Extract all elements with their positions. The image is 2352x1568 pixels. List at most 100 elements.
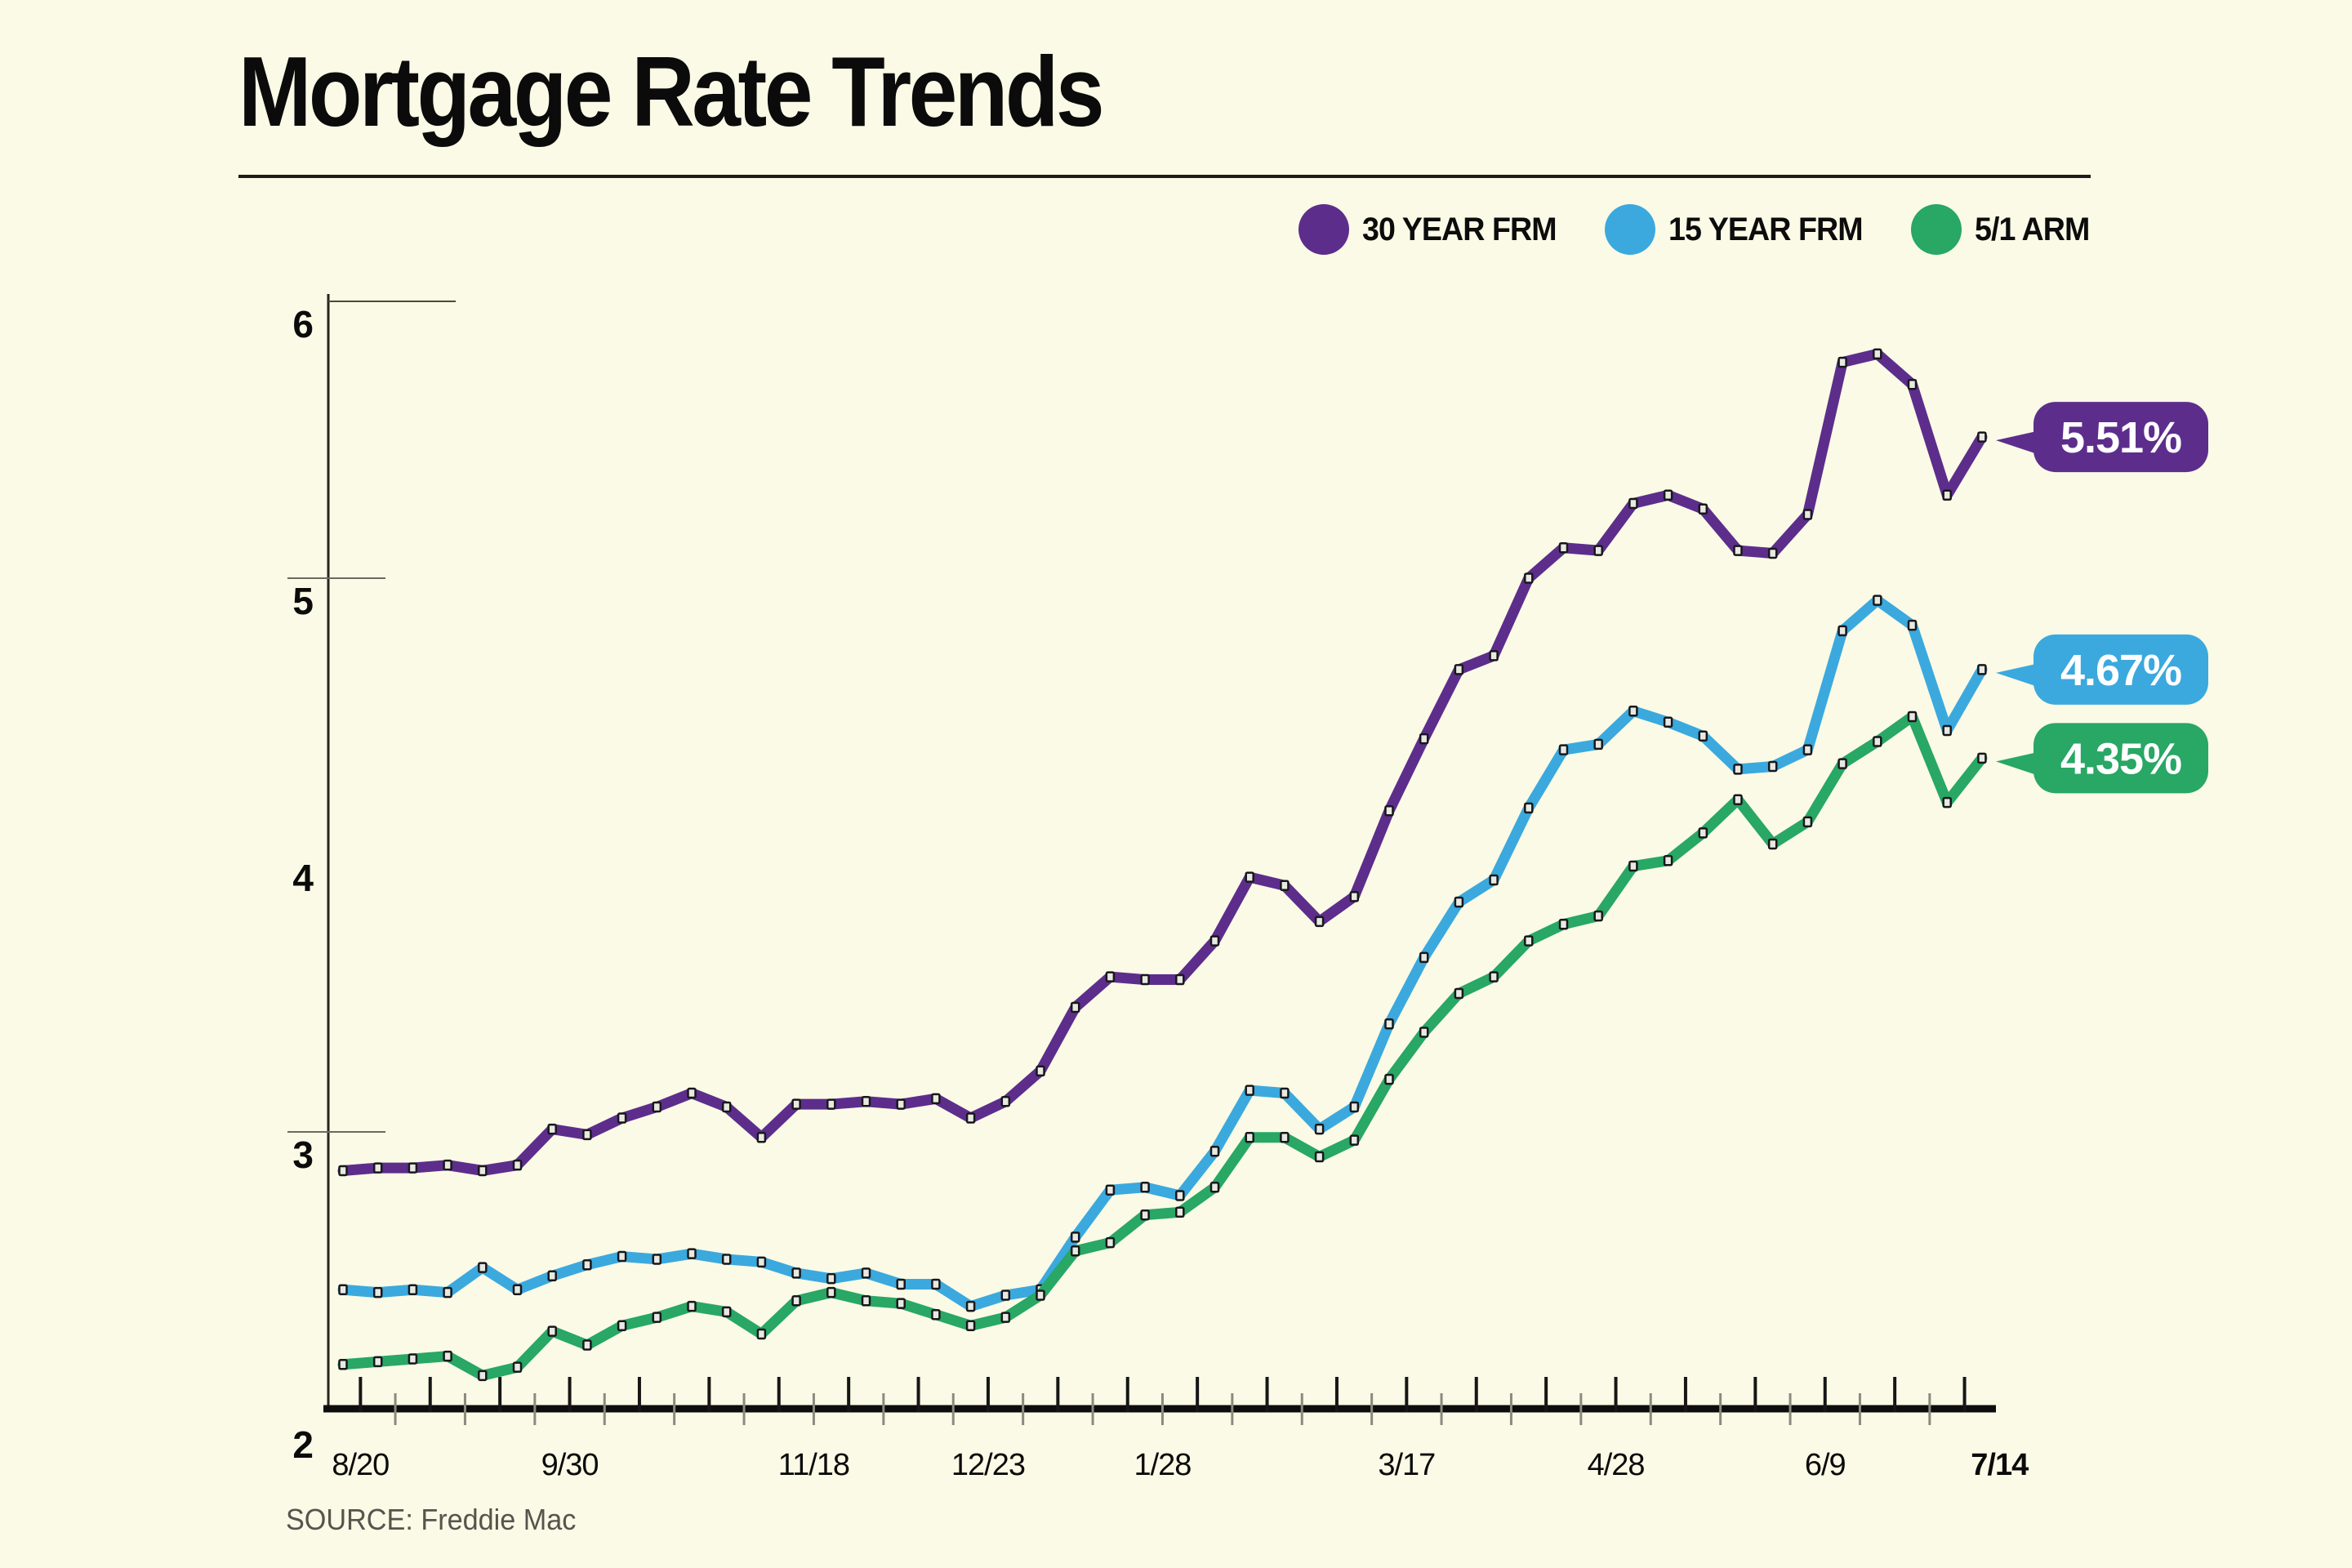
data-point-marker: [1000, 1095, 1011, 1107]
data-point-marker: [1070, 1232, 1080, 1243]
legend-dot-icon: [1604, 204, 1655, 255]
data-point-marker: [1384, 1018, 1394, 1030]
data-point-marker: [721, 1306, 732, 1318]
data-point-marker: [547, 1270, 557, 1282]
legend-dot-icon: [1910, 204, 1962, 255]
data-point-marker: [582, 1129, 592, 1141]
data-point-marker: [652, 1254, 662, 1265]
data-point-marker: [1907, 710, 1918, 723]
data-point-marker: [1593, 910, 1603, 922]
data-point-marker: [1280, 880, 1290, 892]
data-point-marker: [1349, 1101, 1360, 1113]
data-point-marker: [443, 1159, 452, 1171]
data-point-marker: [1209, 935, 1220, 947]
data-point-marker: [1873, 348, 1882, 360]
data-point-marker: [1698, 827, 1708, 839]
data-point-marker: [721, 1254, 732, 1265]
data-point-marker: [1628, 705, 1638, 717]
data-point-marker: [338, 1284, 348, 1295]
data-point-marker: [1838, 758, 1847, 769]
data-point-marker: [965, 1112, 976, 1124]
data-point-marker: [1036, 1065, 1045, 1077]
y-tick-label: 2: [292, 1423, 314, 1466]
data-point-marker: [965, 1300, 976, 1312]
callout-value: 4.67%: [2060, 646, 2181, 695]
data-point-marker: [372, 1356, 383, 1368]
callout-pill: [2034, 402, 2208, 473]
data-point-marker: [408, 1353, 418, 1365]
data-point-marker: [1733, 545, 1743, 556]
data-point-marker: [1733, 764, 1743, 775]
data-point-marker: [896, 1278, 906, 1290]
data-point-marker: [896, 1298, 906, 1309]
data-point-marker: [1175, 973, 1185, 986]
data-point-marker: [1000, 1290, 1011, 1301]
data-point-marker: [1489, 874, 1499, 886]
data-point-marker: [1873, 595, 1882, 606]
data-point-marker: [1524, 935, 1534, 947]
end-value-callout-5-1-arm: 4.35%: [1996, 723, 2208, 794]
data-point-marker: [1245, 871, 1254, 883]
callout-pill: [2034, 723, 2208, 794]
callout-pill: [2034, 634, 2208, 705]
data-point-marker: [652, 1101, 662, 1113]
data-point-marker: [1280, 1132, 1290, 1143]
series-line: [337, 711, 1988, 1381]
series-15-year-frm: [337, 595, 1988, 1312]
series-5-1-arm: [337, 710, 1988, 1382]
data-point-marker: [443, 1286, 452, 1298]
data-point-marker: [1977, 664, 1987, 675]
data-point-marker: [687, 1087, 697, 1099]
y-tick-label: 6: [292, 303, 314, 345]
data-point-marker: [756, 1132, 767, 1143]
data-point-marker: [512, 1361, 523, 1373]
data-point-marker: [408, 1162, 418, 1174]
data-point-marker: [1384, 805, 1394, 817]
data-point-marker: [617, 1112, 627, 1124]
data-point-marker: [1802, 509, 1813, 520]
data-point-marker: [1419, 951, 1429, 964]
data-point-marker: [338, 1165, 348, 1177]
data-point-marker: [1873, 736, 1882, 747]
data-point-marker: [1105, 1236, 1116, 1249]
data-point-marker: [1489, 650, 1499, 662]
data-point-marker: [372, 1286, 383, 1298]
legend-label: 5/1 ARM: [1974, 211, 2090, 247]
end-value-callout-30-year-frm: 5.51%: [1996, 402, 2208, 473]
data-point-marker: [1314, 915, 1325, 928]
legend-item-15-year-frm: 15 YEAR FRM: [1604, 204, 1875, 255]
data-point-marker: [547, 1123, 557, 1135]
data-point-marker: [1070, 1245, 1080, 1257]
data-point-marker: [338, 1359, 348, 1370]
data-point-marker: [617, 1320, 627, 1332]
x-tick-label: 12/23: [951, 1448, 1025, 1482]
x-axis: 8/20 9/30 11/18 12/23 1/28 3/17 4/28 6/9 7/14: [323, 1377, 2029, 1482]
data-point-marker: [1942, 724, 1952, 737]
x-tick-label: 6/9: [1805, 1448, 1846, 1482]
y-tick-label: 3: [292, 1134, 314, 1176]
data-point-marker: [826, 1098, 836, 1110]
data-point-marker: [1524, 572, 1534, 584]
data-point-marker: [1802, 816, 1813, 828]
data-point-marker: [931, 1278, 941, 1290]
data-point-marker: [791, 1295, 801, 1307]
callout-value: 5.51%: [2060, 413, 2181, 462]
data-point-marker: [1454, 987, 1464, 1000]
data-point-marker: [1036, 1290, 1045, 1301]
data-point-marker: [1663, 855, 1673, 866]
data-point-marker: [1419, 733, 1429, 745]
data-point-marker: [1175, 1190, 1185, 1201]
data-point-marker: [478, 1165, 488, 1177]
data-point-marker: [1663, 489, 1673, 501]
legend-dot-icon: [1298, 204, 1349, 255]
data-point-marker: [1977, 752, 1987, 764]
series-line: [337, 348, 1988, 1176]
data-point-marker: [1942, 489, 1952, 501]
data-point-marker: [1767, 838, 1778, 850]
data-point-marker: [652, 1312, 662, 1323]
legend-item-30-year-frm: 30 YEAR FRM: [1298, 204, 1569, 255]
data-point-marker: [1314, 1151, 1325, 1163]
data-point-marker: [1907, 378, 1918, 390]
data-point-marker: [1245, 1085, 1254, 1096]
